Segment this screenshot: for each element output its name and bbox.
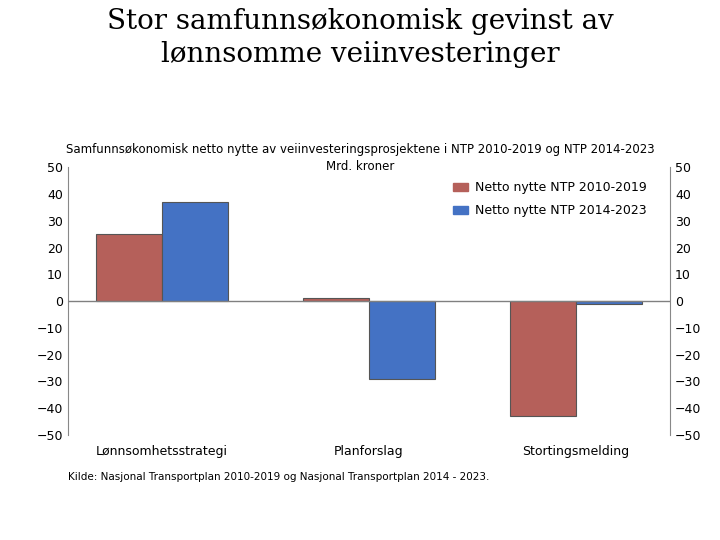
Bar <box>162 202 228 301</box>
Bar <box>369 301 436 379</box>
Bar <box>510 301 576 416</box>
Text: Kilde: Nasjonal Transportplan 2010-2019 og Nasjonal Transportplan 2014 - 2023.: Kilde: Nasjonal Transportplan 2010-2019 … <box>68 472 490 483</box>
Text: Samfunnsøkonomisk netto nytte av veiinvesteringsprosjektene i NTP 2010-2019 og N: Samfunnsøkonomisk netto nytte av veiinve… <box>66 143 654 173</box>
Bar <box>302 299 369 301</box>
Text: Stor samfunnsøkonomisk gevinst av
lønnsomme veiinvesteringer: Stor samfunnsøkonomisk gevinst av lønnso… <box>107 8 613 69</box>
Bar <box>96 234 162 301</box>
Text: Produktivitetskommisjonen: Produktivitetskommisjonen <box>541 513 702 526</box>
Legend: Netto nytte NTP 2010-2019, Netto nytte NTP 2014-2023: Netto nytte NTP 2010-2019, Netto nytte N… <box>449 177 652 222</box>
Bar <box>576 301 642 303</box>
